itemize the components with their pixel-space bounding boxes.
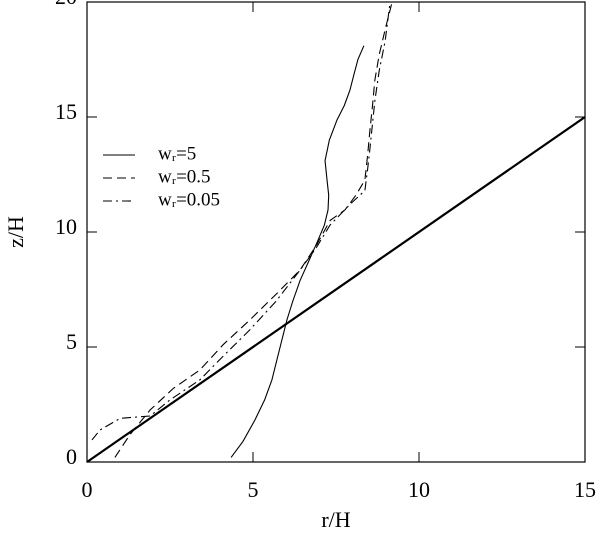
data-line xyxy=(114,1,393,458)
x-axis-label: r/H xyxy=(321,507,350,532)
y-tick-label: 10 xyxy=(55,214,77,239)
x-tick-label: 10 xyxy=(408,477,430,502)
data-line xyxy=(230,45,365,458)
legend-label: wᵣ=0.05 xyxy=(158,189,220,210)
data-line xyxy=(86,116,586,463)
y-tick-label: 5 xyxy=(66,329,77,354)
x-tick-label: 15 xyxy=(574,477,596,502)
x-tick-label: 5 xyxy=(248,477,259,502)
legend-label: wᵣ=0.5 xyxy=(158,166,211,187)
y-tick-label: 0 xyxy=(66,444,77,469)
y-tick-label: 15 xyxy=(55,99,77,124)
legend-label: wᵣ=5 xyxy=(158,143,196,164)
data-line xyxy=(91,1,391,441)
y-axis-label: z/H xyxy=(3,216,28,248)
plot-frame xyxy=(86,1,586,463)
y-tick-label: 20 xyxy=(55,0,77,9)
x-tick-label: 0 xyxy=(82,477,93,502)
